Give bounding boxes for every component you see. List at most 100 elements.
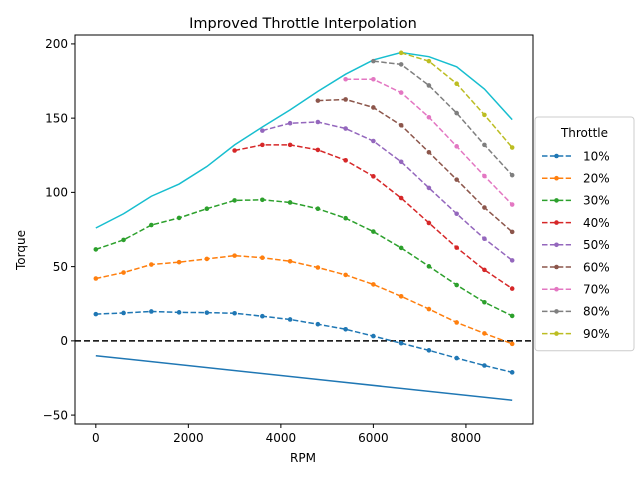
data-point (315, 119, 321, 125)
legend-label: 50% (583, 238, 610, 252)
x-tick-label: 0 (92, 431, 100, 445)
series-line (95, 254, 513, 345)
data-point (232, 198, 237, 203)
data-point (121, 310, 126, 316)
series-line (95, 310, 513, 374)
data-point (260, 142, 265, 148)
legend-item: 50% (542, 238, 610, 252)
chart-title: Improved Throttle Interpolation (189, 16, 417, 32)
y-tick-label: −50 (43, 408, 68, 422)
data-point (260, 313, 265, 319)
legend-swatch-marker (554, 153, 559, 159)
data-point (482, 267, 487, 273)
legend-label: 60% (583, 260, 610, 274)
data-point (454, 282, 459, 288)
series-60pct (315, 97, 515, 235)
data-point (426, 220, 432, 226)
data-point (204, 206, 210, 212)
y-tick-label: 50 (53, 260, 68, 274)
data-point (482, 299, 487, 305)
legend-box (534, 116, 635, 352)
data-point (398, 159, 404, 165)
data-point (232, 253, 237, 258)
data-point (426, 114, 432, 120)
data-point (509, 341, 515, 347)
solid-line-1 (95, 354, 513, 401)
y-axis-label: Torque (14, 230, 28, 271)
data-point (176, 215, 182, 221)
data-point (454, 355, 459, 361)
data-point (232, 148, 237, 153)
data-point (426, 264, 432, 269)
data-point (343, 215, 348, 221)
data-point (426, 185, 432, 191)
data-point (454, 110, 459, 116)
legend-item: 70% (542, 283, 610, 297)
x-tick-label: 2000 (173, 431, 204, 445)
data-point (509, 202, 515, 207)
legend-swatch-marker (554, 264, 559, 270)
legend-item: 60% (542, 260, 610, 274)
data-point (260, 197, 265, 203)
x-axis-label: RPM (290, 451, 316, 465)
data-point (343, 158, 348, 163)
data-point (315, 147, 321, 153)
y-tick-label: 150 (45, 111, 68, 125)
legend-label: 30% (583, 194, 610, 208)
legend-label: 70% (583, 283, 610, 297)
legend-label: 20% (583, 172, 610, 186)
data-point (260, 255, 265, 261)
data-point (482, 205, 487, 210)
data-point (287, 142, 293, 148)
data-point (509, 313, 515, 319)
y-axis: −50 0 50 100 150 200 (43, 37, 75, 422)
data-point (454, 245, 459, 250)
data-point (121, 270, 126, 275)
series-80pct (371, 58, 515, 178)
data-point (454, 81, 459, 86)
data-point (509, 370, 515, 375)
legend-swatch-marker (554, 331, 559, 336)
legend-swatch-marker (554, 175, 559, 181)
data-point (426, 306, 432, 312)
data-point (482, 142, 487, 148)
data-point (343, 76, 348, 82)
data-point (343, 97, 348, 102)
legend-item: 90% (542, 327, 610, 341)
solid-line-0 (95, 51, 513, 229)
data-point (121, 237, 126, 243)
series-10pct (93, 309, 515, 375)
y-tick-label: 100 (45, 186, 68, 200)
data-point (343, 272, 348, 278)
data-point (398, 50, 404, 56)
data-point (454, 144, 459, 149)
data-point (93, 311, 99, 317)
data-point (482, 112, 487, 118)
data-point (371, 58, 376, 64)
data-point (398, 122, 404, 128)
data-point (371, 282, 376, 287)
legend-title: Throttle (560, 126, 608, 140)
data-point (426, 348, 432, 353)
data-point (93, 247, 99, 252)
data-point (176, 259, 182, 265)
data-point (398, 245, 404, 251)
legend-item: 10% (542, 149, 610, 163)
data-point (287, 317, 293, 322)
legend-item: 80% (542, 305, 610, 319)
series-30pct (93, 197, 515, 319)
data-point (315, 98, 321, 103)
data-point (232, 310, 237, 316)
data-point (93, 276, 99, 281)
data-point (149, 222, 154, 228)
data-point (343, 326, 348, 332)
data-point (426, 58, 432, 64)
data-point (371, 138, 376, 144)
data-point (371, 76, 376, 82)
x-tick-label: 4000 (266, 431, 297, 445)
data-point (204, 256, 210, 262)
legend-label: 80% (583, 305, 610, 319)
series-layer (93, 50, 515, 401)
legend-swatch-marker (554, 198, 559, 203)
